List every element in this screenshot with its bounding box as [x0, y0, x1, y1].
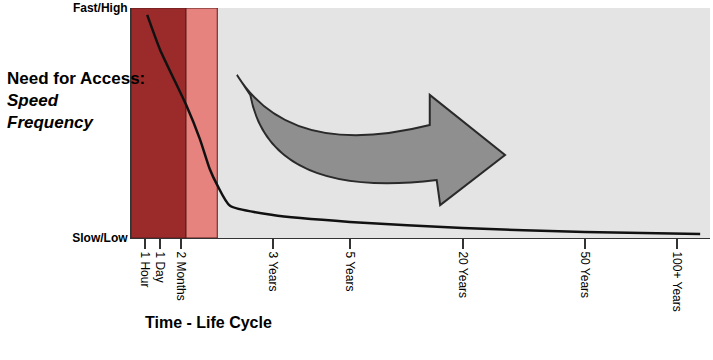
- svg-text:1 Day: 1 Day: [153, 251, 167, 282]
- svg-text:3 Years: 3 Years: [266, 251, 280, 291]
- svg-text:100+ Years: 100+ Years: [670, 251, 684, 311]
- svg-text:Slow/Low: Slow/Low: [72, 231, 128, 245]
- svg-text:2 Months: 2 Months: [174, 251, 188, 300]
- svg-text:1 Hour: 1 Hour: [138, 251, 152, 287]
- svg-text:Need for Access:SpeedFrequency: Need for Access:SpeedFrequency: [7, 69, 145, 132]
- svg-text:Time - Life Cycle: Time - Life Cycle: [145, 314, 272, 331]
- svg-text:50 Years: 50 Years: [578, 251, 592, 298]
- svg-text:20 Years: 20 Years: [456, 251, 470, 298]
- svg-text:5 Years: 5 Years: [343, 251, 357, 291]
- svg-text:Fast/High: Fast/High: [73, 1, 128, 15]
